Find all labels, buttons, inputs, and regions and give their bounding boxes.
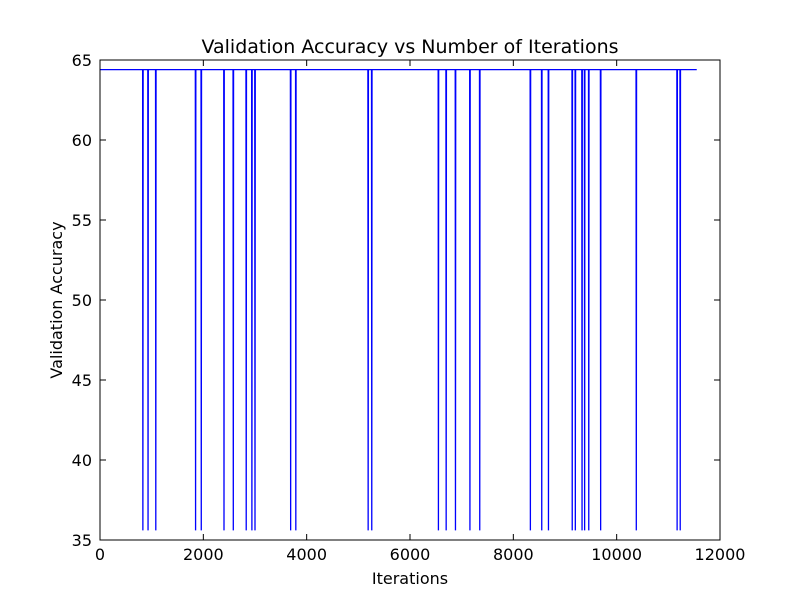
- x-axis-label: Iterations: [372, 569, 448, 588]
- tick-label-layer: 0 2000 4000 6000 8000 10000 12000 35 40 45 50 55 60 6…: [72, 51, 746, 564]
- series-layer: [100, 68, 697, 531]
- x-tick-label: 6000: [390, 545, 431, 564]
- x-tick-label: 4000: [286, 545, 327, 564]
- chart-title: Validation Accuracy vs Number of Iterati…: [201, 36, 618, 58]
- x-tick-label: 8000: [493, 545, 534, 564]
- y-tick-label: 60: [72, 131, 92, 150]
- x-tick-label: 2000: [183, 545, 224, 564]
- y-tick-label: 35: [72, 531, 92, 550]
- y-tick-label: 55: [72, 211, 92, 230]
- y-tick-label: 50: [72, 291, 92, 310]
- series-line-0: [100, 68, 697, 531]
- y-tick-label: 45: [72, 371, 92, 390]
- y-axis-label: Validation Accuracy: [47, 221, 66, 378]
- y-tick-label: 40: [72, 451, 92, 470]
- y-tick-label: 65: [72, 51, 92, 70]
- x-tick-label: 0: [95, 545, 105, 564]
- plot-frame: [99, 59, 721, 541]
- plot-area-background: [100, 60, 720, 540]
- x-tick-label: 12000: [695, 545, 746, 564]
- x-tick-label: 10000: [591, 545, 642, 564]
